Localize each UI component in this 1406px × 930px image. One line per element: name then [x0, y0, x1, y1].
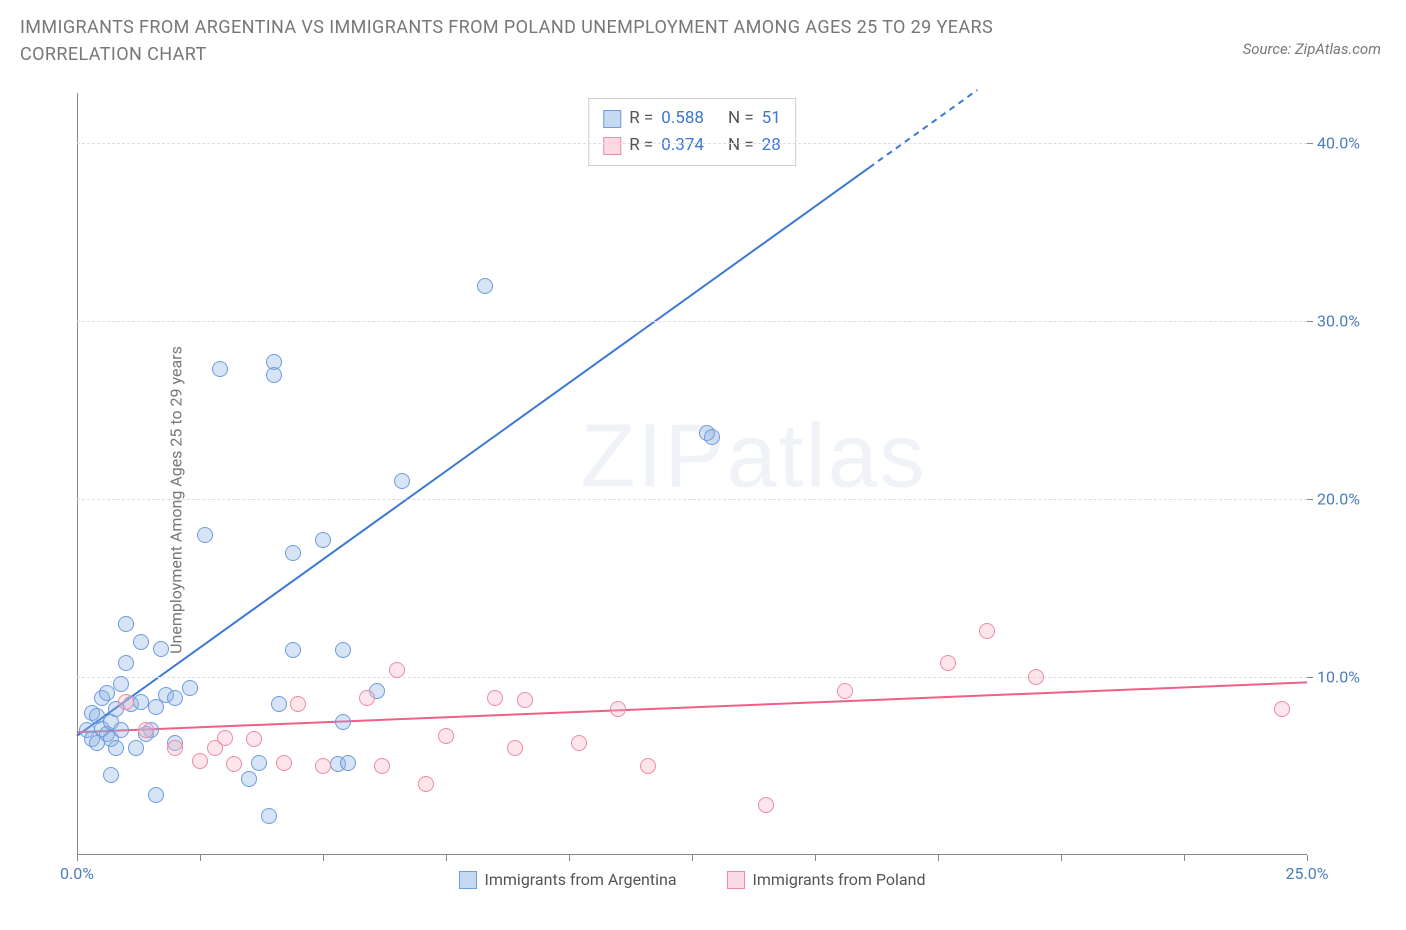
stat-label: R =	[629, 132, 653, 159]
data-point	[167, 690, 183, 706]
stat-label: R =	[629, 105, 653, 132]
data-point	[315, 758, 331, 774]
data-point	[246, 731, 262, 747]
data-point	[148, 787, 164, 803]
plot-area: ZIPatlas R = 0.588 N = 51 R = 0.374 N = …	[77, 90, 1307, 855]
data-point	[640, 758, 656, 774]
data-point	[103, 767, 119, 783]
data-point	[837, 683, 853, 699]
legend-item: Immigrants from Poland	[727, 870, 926, 889]
stat-value: 0.374	[661, 132, 704, 159]
data-point	[340, 755, 356, 771]
legend-stats: R = 0.588 N = 51 R = 0.374 N = 28	[588, 98, 796, 166]
data-point	[113, 722, 129, 738]
data-point	[207, 740, 223, 756]
data-point	[266, 367, 282, 383]
data-point	[979, 623, 995, 639]
data-point	[1028, 669, 1044, 685]
source-attribution: Source: ZipAtlas.com	[1243, 40, 1381, 58]
data-point	[271, 696, 287, 712]
legend-series: Immigrants from Argentina Immigrants fro…	[77, 870, 1307, 889]
data-point	[290, 696, 306, 712]
data-point	[418, 776, 434, 792]
data-point	[276, 755, 292, 771]
data-point	[108, 740, 124, 756]
gridline	[77, 321, 1307, 322]
data-point	[133, 694, 149, 710]
y-tick-label: 30.0%	[1317, 312, 1375, 331]
stat-label: N =	[728, 105, 754, 132]
data-point	[758, 797, 774, 813]
data-point	[940, 655, 956, 671]
swatch-pink	[603, 137, 621, 155]
x-tick-label: 25.0%	[1286, 864, 1329, 883]
data-point	[315, 532, 331, 548]
data-point	[438, 728, 454, 744]
data-point	[335, 714, 351, 730]
data-point	[138, 722, 154, 738]
data-point	[285, 642, 301, 658]
data-point	[359, 690, 375, 706]
data-point	[241, 771, 257, 787]
data-point	[118, 655, 134, 671]
data-point	[212, 361, 228, 377]
data-point	[197, 527, 213, 543]
legend-stats-row: R = 0.588 N = 51	[603, 105, 781, 132]
gridline	[77, 499, 1307, 500]
data-point	[128, 740, 144, 756]
stat-value: 51	[762, 105, 781, 132]
swatch-blue	[459, 871, 477, 889]
data-point	[507, 740, 523, 756]
swatch-pink	[727, 871, 745, 889]
data-point	[133, 634, 149, 650]
stat-value: 28	[762, 132, 781, 159]
data-point	[335, 642, 351, 658]
y-tick-label: 20.0%	[1317, 490, 1375, 509]
data-point	[285, 545, 301, 561]
data-point	[192, 753, 208, 769]
data-point	[487, 690, 503, 706]
data-point	[261, 808, 277, 824]
data-point	[704, 429, 720, 445]
data-point	[167, 740, 183, 756]
data-point	[99, 685, 115, 701]
data-point	[1274, 701, 1290, 717]
watermark: ZIPatlas	[580, 406, 926, 509]
data-point	[118, 616, 134, 632]
legend-label: Immigrants from Argentina	[485, 870, 677, 889]
gridline	[77, 677, 1307, 678]
legend-item: Immigrants from Argentina	[459, 870, 677, 889]
x-tick-label: 0.0%	[60, 864, 94, 883]
y-tick-label: 10.0%	[1317, 668, 1375, 687]
stat-value: 0.588	[661, 105, 704, 132]
data-point	[477, 278, 493, 294]
legend-label: Immigrants from Poland	[753, 870, 926, 889]
chart-container: Unemployment Among Ages 25 to 29 years Z…	[22, 90, 1382, 910]
legend-stats-row: R = 0.374 N = 28	[603, 132, 781, 159]
data-point	[610, 701, 626, 717]
y-axis	[77, 93, 78, 855]
data-point	[113, 676, 129, 692]
data-point	[153, 641, 169, 657]
data-point	[182, 680, 198, 696]
data-point	[571, 735, 587, 751]
data-point	[374, 758, 390, 774]
chart-title: IMMIGRANTS FROM ARGENTINA VS IMMIGRANTS …	[20, 14, 1120, 68]
y-tick-label: 40.0%	[1317, 134, 1375, 153]
data-point	[118, 694, 134, 710]
swatch-blue	[603, 110, 621, 128]
data-point	[517, 692, 533, 708]
data-point	[394, 473, 410, 489]
data-point	[389, 662, 405, 678]
data-point	[226, 756, 242, 772]
data-point	[251, 755, 267, 771]
stat-label: N =	[728, 132, 754, 159]
gridline	[77, 143, 1307, 144]
